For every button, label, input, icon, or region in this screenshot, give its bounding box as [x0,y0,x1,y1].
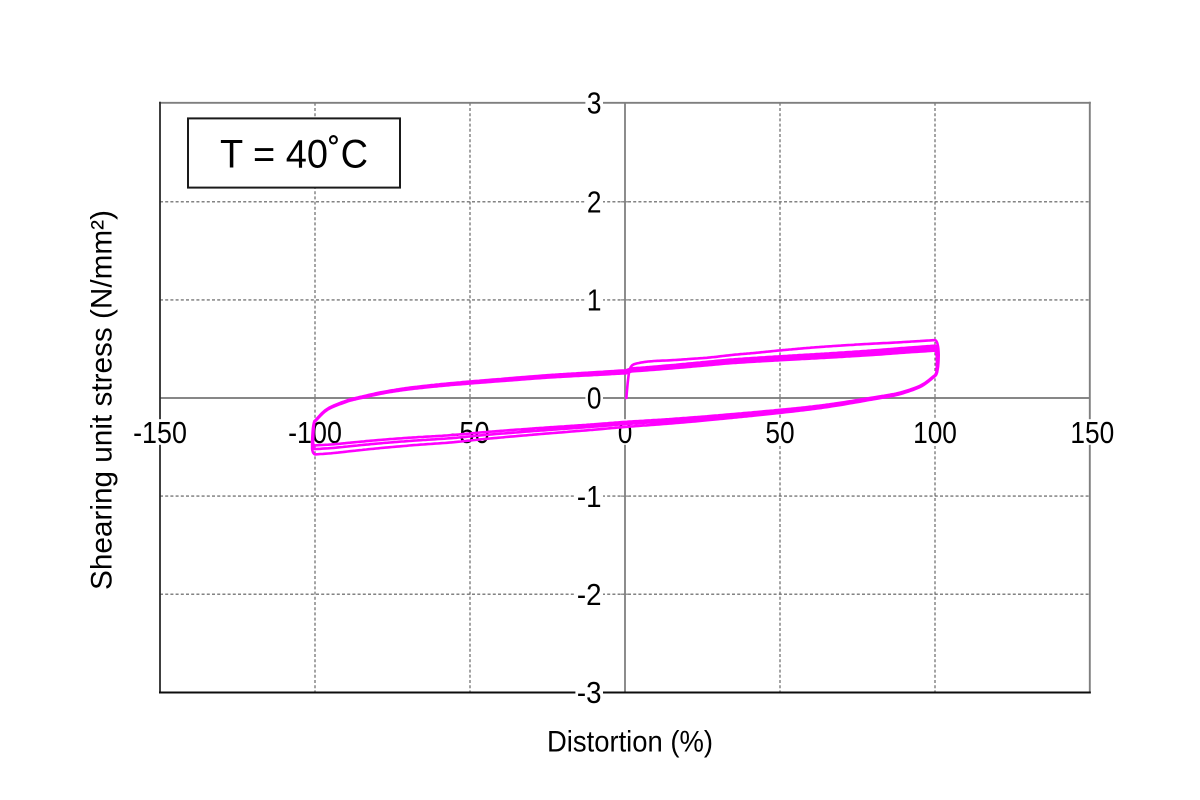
svg-text:150: 150 [1070,416,1114,450]
svg-text:Shearing unit stress (N/mm²): Shearing unit stress (N/mm²) [86,210,119,590]
svg-text:Distortion (%): Distortion (%) [547,726,713,759]
svg-text:-150: -150 [133,416,187,450]
svg-text:-2: -2 [577,578,602,612]
svg-text:-1: -1 [577,480,602,514]
svg-text:-3: -3 [577,676,602,710]
svg-text:100: 100 [913,416,957,450]
svg-text:50: 50 [765,416,794,450]
svg-text:2: 2 [587,186,602,220]
svg-text:0: 0 [587,382,602,416]
svg-text:1: 1 [587,284,602,318]
svg-text:3: 3 [587,87,602,121]
svg-text:T = 40˚C: T = 40˚C [220,133,368,177]
